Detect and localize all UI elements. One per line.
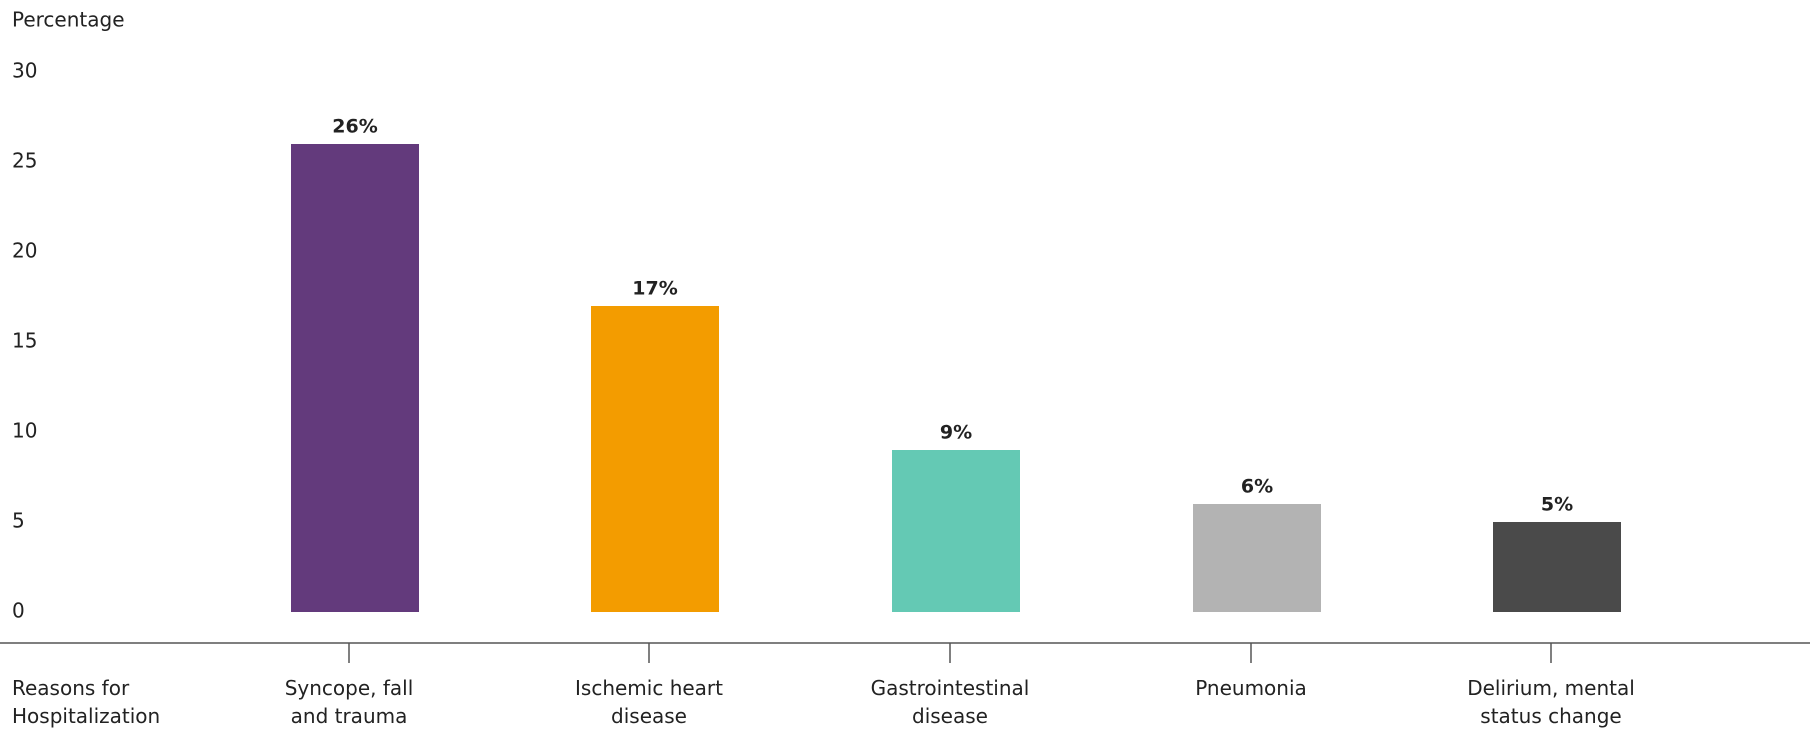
y-tick-label: 10 [12, 419, 37, 443]
value-label: 26% [332, 116, 377, 138]
y-tick-label: 5 [12, 509, 25, 533]
x-tick-label: Syncope, fall and trauma [284, 676, 414, 728]
y-tick-label: 20 [12, 239, 37, 263]
bar [291, 144, 419, 612]
x-tick-label: Pneumonia [1195, 676, 1307, 700]
bar [591, 306, 719, 612]
y-tick-label: 25 [12, 149, 37, 173]
value-label: 17% [632, 278, 677, 300]
value-label: 5% [1541, 494, 1573, 516]
bar [892, 450, 1020, 612]
y-tick-label: 30 [12, 59, 37, 83]
y-axis-label: Percentage [12, 8, 125, 32]
bar [1493, 522, 1621, 612]
y-tick-label: 15 [12, 329, 37, 353]
x-tick-label: Delirium, mental status change [1467, 676, 1635, 728]
x-tick-label: Gastrointestinal disease [870, 676, 1030, 728]
x-axis-label: Reasons for Hospitalization [12, 676, 161, 728]
y-tick-label: 0 [12, 599, 25, 623]
value-label: 6% [1241, 476, 1273, 498]
value-label: 9% [940, 422, 972, 444]
x-tick-label: Ischemic heart disease [575, 676, 723, 728]
bar [1193, 504, 1321, 612]
